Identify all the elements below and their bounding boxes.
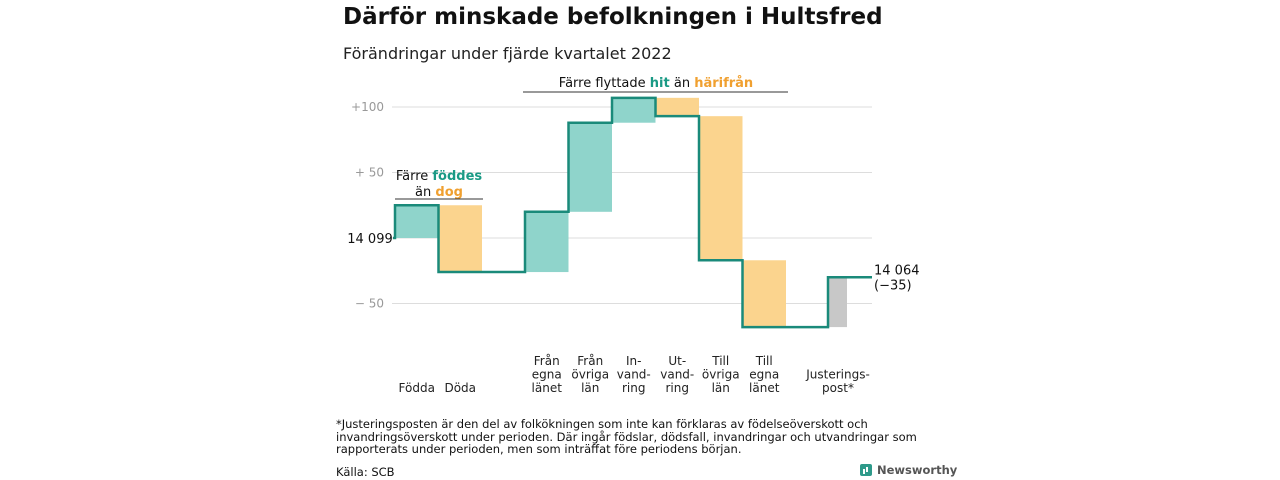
source-label: Källa: SCB [336,465,395,479]
y-tick-label: + 50 [355,166,384,180]
x-label: egna [532,368,562,382]
bar-4 [568,122,612,212]
x-label: Födda [399,381,435,395]
bar-3 [525,211,569,273]
bar-8 [742,260,786,328]
brand-name: Newsworthy [877,463,958,477]
x-label: övriga [571,368,609,382]
x-label: Justerings- [805,368,870,382]
x-label: Från [534,354,560,368]
end-change-label: (−35) [874,278,912,293]
x-label: ring [622,381,646,395]
x-label: länet [749,381,780,395]
bar-2 [438,205,482,273]
x-label: vand- [617,368,651,382]
x-label: In- [626,354,641,368]
x-label: Ut- [668,354,686,368]
x-label: Från [577,354,603,368]
start-value-label: 14 099 [347,232,393,247]
annotation-births-line1: Färre föddes [396,169,483,184]
annotation-births-line2: än dog [415,185,463,200]
x-label: Till [755,354,773,368]
newsworthy-logo-icon [860,464,872,476]
y-tick-label: +100 [351,100,384,114]
x-label: vand- [660,368,694,382]
step-line [393,96,872,329]
chart-title: Därför minskade befolkningen i Hultsfred [343,4,883,30]
bar-7 [699,116,743,261]
brand-logo: Newsworthy [860,463,957,477]
x-label: län [581,381,599,395]
bar-5 [612,97,656,123]
x-label: egna [749,368,779,382]
chart-subtitle: Förändringar under fjärde kvartalet 2022 [343,44,672,63]
x-label: län [712,381,730,395]
footnote: *Justeringsposten är den del av folkökni… [336,417,917,456]
y-tick-label: − 50 [355,297,384,311]
bar-6 [655,97,699,117]
end-value-label: 14 064 [874,263,920,278]
x-label: post* [822,381,854,395]
x-label: Till [711,354,729,368]
x-label: övriga [702,368,740,382]
waterfall-chart: +100 + 50 − 50 14 099 14 064(−35) Födda Döda Fr… [347,76,920,395]
x-label: länet [532,381,563,395]
bar-1 [395,205,439,238]
x-label: ring [666,381,690,395]
x-label: Döda [444,381,476,395]
bar-9 [828,277,847,328]
annotation-migration: Färre flyttade hit än härifrån [559,76,753,91]
